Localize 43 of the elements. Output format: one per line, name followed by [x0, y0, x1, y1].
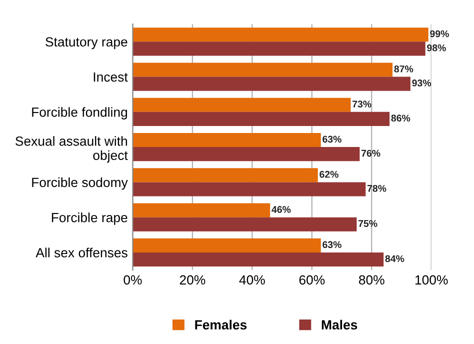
data-label: 93% [412, 80, 432, 86]
data-label: 78% [367, 184, 386, 192]
bar [132, 28, 428, 42]
bar [132, 98, 351, 112]
y-tick-label: All sex offenses [36, 248, 128, 258]
data-label: 86% [391, 114, 410, 122]
bar [132, 112, 390, 126]
data-label: 62% [320, 170, 338, 178]
bar [132, 168, 318, 182]
data-label: 98% [427, 44, 446, 52]
y-tick-label: Forcible rape [52, 212, 128, 225]
bar [132, 133, 321, 148]
bar [132, 203, 270, 218]
data-label: 73% [352, 100, 372, 108]
y-tick-label: Forcible sodomy [32, 177, 128, 190]
x-tick-label: 20% [180, 275, 206, 285]
bar [132, 62, 393, 77]
bar [132, 147, 360, 162]
bar [132, 252, 384, 267]
x-tick-label: 40% [239, 275, 265, 285]
x-tick-label: 80% [358, 275, 384, 285]
data-label: 87% [394, 65, 414, 72]
legend-label: Females [195, 320, 247, 330]
y-tick-label: Sexual assault with object [16, 136, 128, 163]
y-tick-label: Forcible fondling [32, 107, 128, 120]
bar [132, 217, 357, 232]
bar [132, 42, 426, 56]
data-label: 63% [322, 136, 342, 143]
x-tick-label: 60% [299, 275, 325, 285]
data-label: 46% [272, 206, 291, 213]
data-label: 63% [322, 241, 342, 248]
data-label: 99% [430, 30, 449, 38]
bar [132, 76, 410, 91]
bar [132, 238, 321, 252]
x-tick-label: 100% [415, 275, 448, 285]
data-label: 75% [358, 220, 378, 227]
bar [132, 182, 366, 196]
x-tick-label: 0% [124, 275, 142, 285]
y-tick-label: Incest [94, 72, 128, 82]
legend-label: Males [322, 320, 358, 330]
data-label: 84% [385, 255, 404, 262]
y-tick-label: Statutory rape [46, 37, 128, 50]
data-label: 76% [361, 150, 380, 157]
